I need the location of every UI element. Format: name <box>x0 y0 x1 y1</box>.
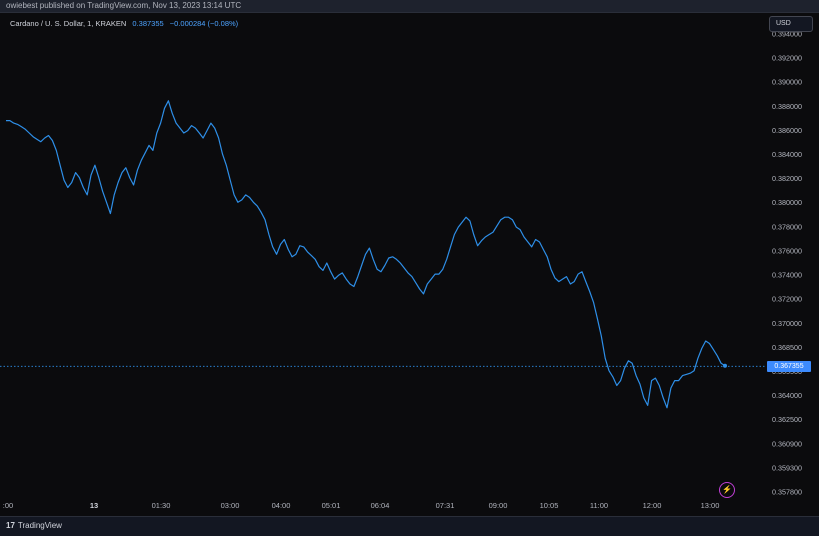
tradingview-logo[interactable]: 17 TradingView <box>6 521 62 531</box>
x-tick-label: 03:00 <box>221 501 240 510</box>
published-caption: owiebest published on TradingView.com, N… <box>6 1 242 10</box>
x-tick-label: 13:00 <box>701 501 720 510</box>
y-tick-label: 0.364000 <box>772 391 802 400</box>
y-tick-label: 0.384000 <box>772 150 802 159</box>
symbol-title: Cardano / U. S. Dollar, 1, KRAKEN <box>10 19 127 28</box>
legend-change: −0.000284 (−0.08%) <box>169 19 239 28</box>
price-series-line <box>6 100 726 409</box>
last-price-badge: 0.367355 <box>767 360 811 372</box>
legend-price: 0.387355 <box>132 19 164 28</box>
y-tick-label: 0.374000 <box>772 271 802 280</box>
y-tick-label: 0.394000 <box>772 30 802 39</box>
y-tick-label: 0.362500 <box>772 415 802 424</box>
x-tick-label: 10:05 <box>540 501 559 510</box>
tradingview-logo-mark: 17 <box>6 521 15 530</box>
y-tick-label: 0.392000 <box>772 54 802 63</box>
y-tick-label: 0.390000 <box>772 78 802 87</box>
x-tick-label: 09:00 <box>489 501 508 510</box>
currency-button[interactable]: USD <box>769 16 813 32</box>
y-tick-label: 0.368500 <box>772 343 802 352</box>
x-axis: :00 13 01:30 03:00 04:00 05:01 06:04 07:31 09:00… <box>3 501 720 510</box>
x-tick-label: 05:01 <box>322 501 341 510</box>
x-tick-label: :00 <box>3 501 13 510</box>
symbol-legend[interactable]: Cardano / U. S. Dollar, 1, KRAKEN 0.3873… <box>10 19 238 29</box>
y-tick-label: 0.382000 <box>772 174 802 183</box>
tradingview-logo-text: TradingView <box>17 521 62 530</box>
y-tick-label: 0.372000 <box>772 295 802 304</box>
x-tick-label: 01:30 <box>152 501 171 510</box>
x-tick-label: 11:00 <box>590 501 608 510</box>
y-tick-label: 0.386000 <box>772 126 802 135</box>
x-tick-label: 04:00 <box>272 501 291 510</box>
y-tick-label: 0.359300 <box>772 463 802 472</box>
y-tick-label: 0.370000 <box>772 319 802 328</box>
y-tick-label: 0.360900 <box>772 439 802 448</box>
x-tick-label: 12:00 <box>643 501 662 510</box>
footer-bar <box>0 516 819 536</box>
x-tick-label: 07:31 <box>436 501 455 510</box>
x-tick-label: 06:04 <box>371 501 390 510</box>
x-tick-label: 13 <box>90 501 98 510</box>
y-tick-label: 0.378000 <box>772 222 802 231</box>
y-tick-label: 0.388000 <box>772 102 802 111</box>
chart-panel[interactable] <box>0 12 819 516</box>
lightning-bolt-icon[interactable]: ⚡ <box>719 482 735 498</box>
last-price-dot <box>723 363 727 368</box>
y-axis: 0.394000 0.392000 0.390000 0.388000 0.386000… <box>772 30 802 497</box>
top-bar: owiebest published on TradingView.com, N… <box>0 0 819 12</box>
y-tick-label: 0.376000 <box>772 246 802 255</box>
y-tick-label: 0.380000 <box>772 198 802 207</box>
y-tick-label: 0.357800 <box>772 488 802 497</box>
